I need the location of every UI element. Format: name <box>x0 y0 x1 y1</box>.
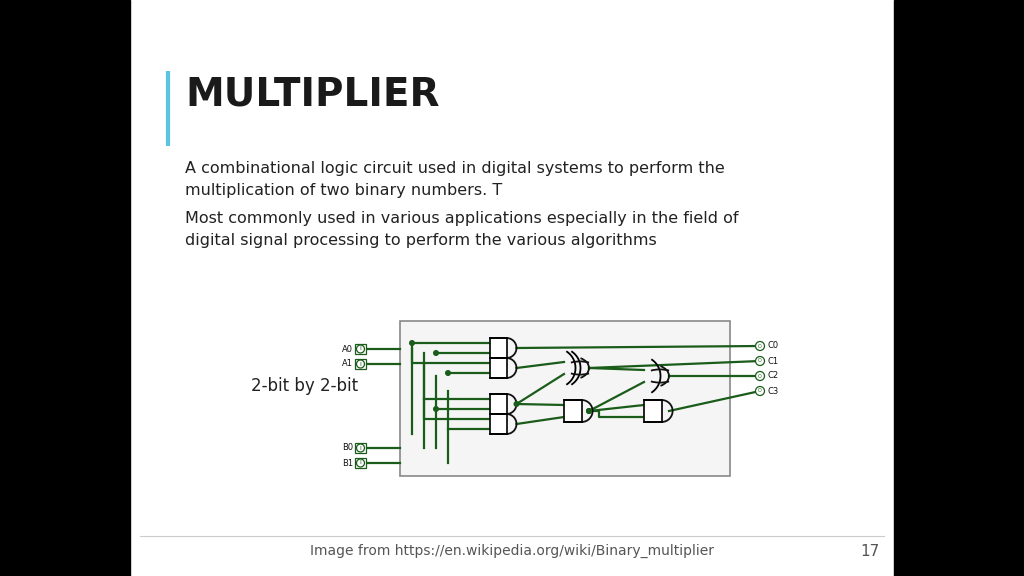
Text: B1: B1 <box>342 458 353 468</box>
Text: 2-bit by 2-bit: 2-bit by 2-bit <box>252 377 358 395</box>
Circle shape <box>756 386 765 396</box>
Text: C0: C0 <box>767 342 778 351</box>
Bar <box>355 359 366 369</box>
Circle shape <box>514 401 519 406</box>
Circle shape <box>587 409 591 414</box>
Circle shape <box>756 357 765 366</box>
Circle shape <box>356 360 365 368</box>
Text: A0: A0 <box>342 344 353 354</box>
Bar <box>400 321 730 476</box>
Bar <box>490 358 507 378</box>
Bar <box>0 0 130 576</box>
Text: MULTIPLIER: MULTIPLIER <box>185 76 439 114</box>
Text: C2: C2 <box>767 372 778 381</box>
Bar <box>564 400 582 422</box>
Bar <box>355 344 366 354</box>
Bar <box>355 443 366 453</box>
Circle shape <box>587 409 591 414</box>
Text: I: I <box>359 445 361 450</box>
Text: O: O <box>758 388 762 393</box>
Bar <box>490 394 507 414</box>
Text: O: O <box>758 373 762 378</box>
Text: Most commonly used in various applications especially in the field of
digital si: Most commonly used in various applicatio… <box>185 211 738 248</box>
Bar <box>490 414 507 434</box>
Circle shape <box>434 351 438 355</box>
Bar <box>894 0 1024 576</box>
Text: O: O <box>758 343 762 348</box>
Circle shape <box>756 372 765 381</box>
Text: I: I <box>359 460 361 465</box>
Bar <box>644 400 662 422</box>
Circle shape <box>356 444 365 452</box>
Circle shape <box>445 371 451 376</box>
Text: 17: 17 <box>860 544 880 559</box>
Text: A combinational logic circuit used in digital systems to perform the
multiplicat: A combinational logic circuit used in di… <box>185 161 725 198</box>
Circle shape <box>756 342 765 351</box>
Bar <box>490 338 507 358</box>
Text: B0: B0 <box>342 444 353 453</box>
Text: A1: A1 <box>342 359 353 369</box>
Circle shape <box>434 407 438 411</box>
Circle shape <box>356 345 365 353</box>
Text: O: O <box>758 358 762 363</box>
Text: I: I <box>359 347 361 351</box>
Text: C3: C3 <box>767 386 778 396</box>
Text: I: I <box>359 362 361 366</box>
Text: Image from https://en.wikipedia.org/wiki/Binary_multiplier: Image from https://en.wikipedia.org/wiki… <box>310 544 714 558</box>
Circle shape <box>356 459 365 467</box>
Text: C1: C1 <box>767 357 778 366</box>
Circle shape <box>410 340 415 345</box>
Bar <box>355 458 366 468</box>
